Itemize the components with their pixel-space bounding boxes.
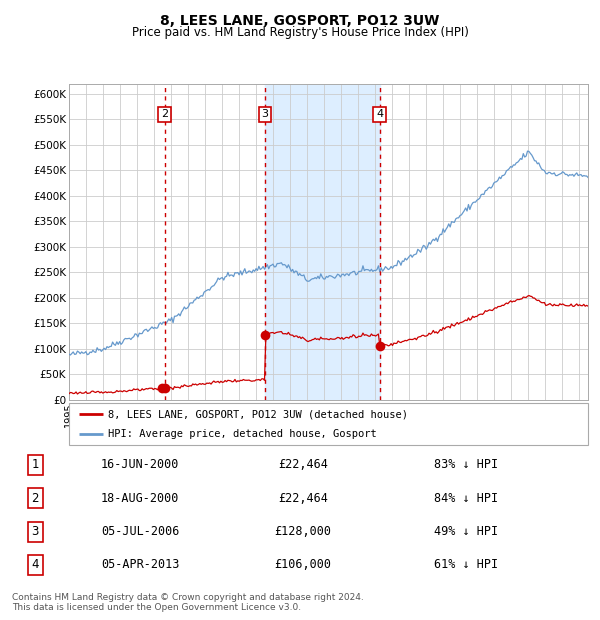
FancyBboxPatch shape — [69, 403, 588, 445]
Bar — [265, 84, 380, 400]
Text: 3: 3 — [262, 109, 268, 119]
Text: 05-APR-2013: 05-APR-2013 — [101, 559, 179, 572]
Text: 8, LEES LANE, GOSPORT, PO12 3UW (detached house): 8, LEES LANE, GOSPORT, PO12 3UW (detache… — [108, 409, 408, 419]
Text: 61% ↓ HPI: 61% ↓ HPI — [434, 559, 498, 572]
Text: 84% ↓ HPI: 84% ↓ HPI — [434, 492, 498, 505]
Text: Price paid vs. HM Land Registry's House Price Index (HPI): Price paid vs. HM Land Registry's House … — [131, 26, 469, 39]
Text: £22,464: £22,464 — [278, 458, 328, 471]
Text: 49% ↓ HPI: 49% ↓ HPI — [434, 525, 498, 538]
Text: 3: 3 — [32, 525, 39, 538]
Text: 1: 1 — [32, 458, 39, 471]
Text: HPI: Average price, detached house, Gosport: HPI: Average price, detached house, Gosp… — [108, 429, 377, 439]
Text: 16-JUN-2000: 16-JUN-2000 — [101, 458, 179, 471]
Text: 2: 2 — [161, 109, 169, 119]
Text: £128,000: £128,000 — [275, 525, 331, 538]
Text: Contains HM Land Registry data © Crown copyright and database right 2024.
This d: Contains HM Land Registry data © Crown c… — [12, 593, 364, 613]
Text: 8, LEES LANE, GOSPORT, PO12 3UW: 8, LEES LANE, GOSPORT, PO12 3UW — [160, 14, 440, 29]
Text: 2: 2 — [32, 492, 39, 505]
Text: £22,464: £22,464 — [278, 492, 328, 505]
Text: £106,000: £106,000 — [275, 559, 331, 572]
Text: 83% ↓ HPI: 83% ↓ HPI — [434, 458, 498, 471]
Text: 4: 4 — [32, 559, 39, 572]
Text: 18-AUG-2000: 18-AUG-2000 — [101, 492, 179, 505]
Text: 05-JUL-2006: 05-JUL-2006 — [101, 525, 179, 538]
Text: 4: 4 — [376, 109, 383, 119]
